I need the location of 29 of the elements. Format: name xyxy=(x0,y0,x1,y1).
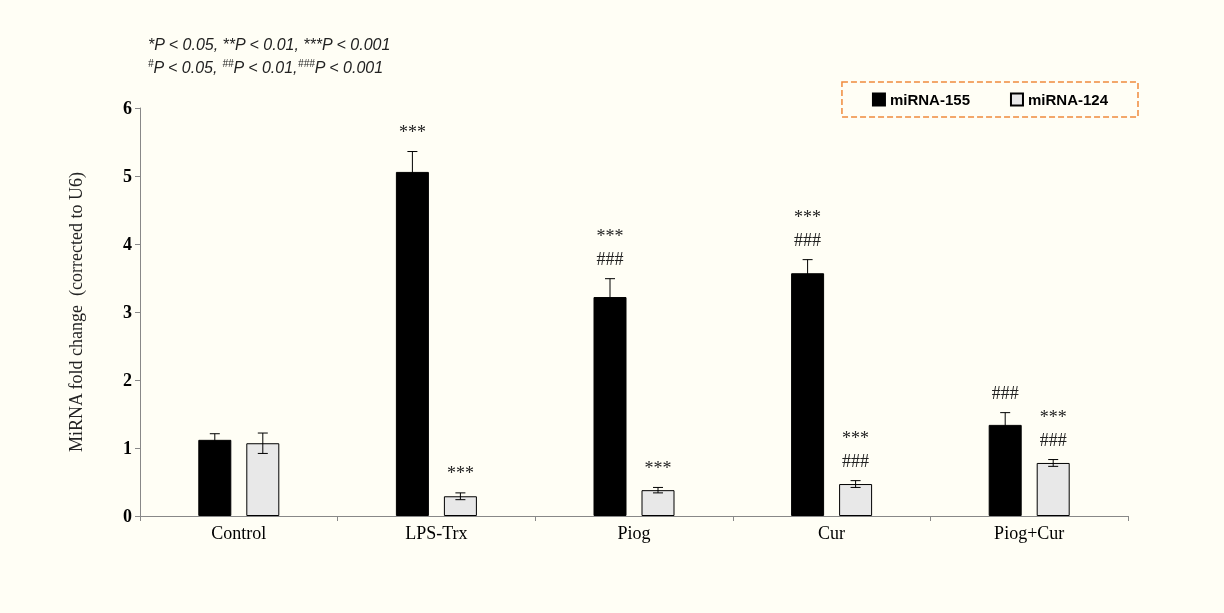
y-tick-label: 6 xyxy=(123,98,132,118)
bar xyxy=(641,490,675,516)
data-label: *** xyxy=(446,463,474,484)
y-tick-label: 2 xyxy=(123,370,132,390)
y-tick-label: 0 xyxy=(123,506,132,526)
text: #P < 0.05, ##P < 0.01,###P < 0.001 xyxy=(148,57,384,76)
data-label: *** ### xyxy=(794,207,822,251)
y-tick-label: 5 xyxy=(123,166,132,186)
data-label: *** xyxy=(644,457,672,478)
y-tick-label: 4 xyxy=(123,234,132,254)
x-tick-label: Piog+Cur xyxy=(994,523,1065,543)
x-tick-label: Piog xyxy=(617,523,651,543)
data-label: *** ### xyxy=(1039,407,1067,451)
bar xyxy=(1036,462,1070,516)
data-label: *** xyxy=(398,122,426,143)
legend-label: miRNA-155 xyxy=(889,91,970,108)
bar xyxy=(839,484,873,516)
legend-label: miRNA-124 xyxy=(1027,91,1109,108)
y-tick-label: 1 xyxy=(123,438,132,458)
x-tick-label: Cur xyxy=(818,523,846,543)
data-label: ### xyxy=(991,383,1019,404)
y-tick-label: 3 xyxy=(123,302,132,322)
y-axis-title: MiRNA fold change (corrected to U6) xyxy=(66,172,87,452)
data-label: *** ### xyxy=(842,428,870,472)
x-tick-label: LPS-Trx xyxy=(405,523,468,543)
text: *P < 0.05, **P < 0.01, ***P < 0.001 xyxy=(148,35,391,53)
bar xyxy=(443,496,477,516)
data-label: *** ### xyxy=(596,226,624,270)
x-tick-label: Control xyxy=(211,523,267,543)
